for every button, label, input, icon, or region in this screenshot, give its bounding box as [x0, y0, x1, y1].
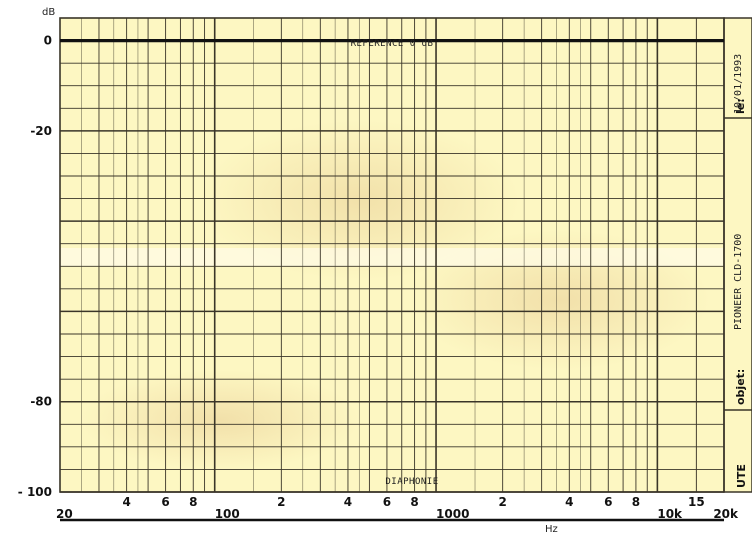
x-tick-label: 20k: [713, 507, 739, 521]
y-tick-label: 0: [44, 34, 52, 48]
y-axis-title: dB: [42, 7, 55, 18]
x-tick-label: 6: [604, 495, 612, 509]
tick-labels: 0 -20 -80 - 100 20 4 6 8 100 2 4 6 8 1000 2 4 6 8 10k 15 20k: [18, 34, 739, 522]
x-tick-label: 2: [277, 495, 285, 509]
x-tick-label: 2: [498, 495, 506, 509]
paper-stain: [200, 120, 520, 280]
x-tick-label: 20: [56, 507, 73, 521]
side-panel: [723, 17, 752, 493]
logo-mark: UTE: [735, 464, 748, 488]
x-tick-label: 15: [688, 495, 705, 509]
x-tick-label: 4: [565, 495, 573, 509]
y-tick-label: -20: [30, 124, 52, 138]
x-tick-label: 6: [383, 495, 391, 509]
grid: [59, 17, 725, 493]
scan-band: [60, 248, 724, 266]
x-tick-label: 8: [189, 495, 197, 509]
x-tick-label: 4: [344, 495, 352, 509]
reference-annotation: REFERENCE 0 dB: [351, 39, 434, 49]
x-tick-label: 8: [410, 495, 418, 509]
x-axis-title: Hz: [545, 524, 558, 535]
x-tick-label: 10k: [657, 507, 683, 521]
x-tick-label: 4: [122, 495, 130, 509]
x-tick-label: 1000: [436, 507, 469, 521]
plot-border: [59, 17, 725, 493]
paper-stain: [80, 370, 360, 470]
date-value: 10/01/1993: [733, 54, 744, 114]
y-tick-label: - 100: [18, 485, 52, 499]
date-label: le:: [734, 98, 747, 114]
x-tick-label: 6: [161, 495, 169, 509]
x-tick-label: 100: [215, 507, 240, 521]
object-label: objet:: [734, 369, 747, 405]
x-tick-label: 8: [632, 495, 640, 509]
diaphonie-annotation: DIAPHONIE: [385, 477, 438, 487]
y-tick-label: -80: [30, 395, 52, 409]
object-name: PIONEER CLD-1700: [733, 234, 744, 330]
